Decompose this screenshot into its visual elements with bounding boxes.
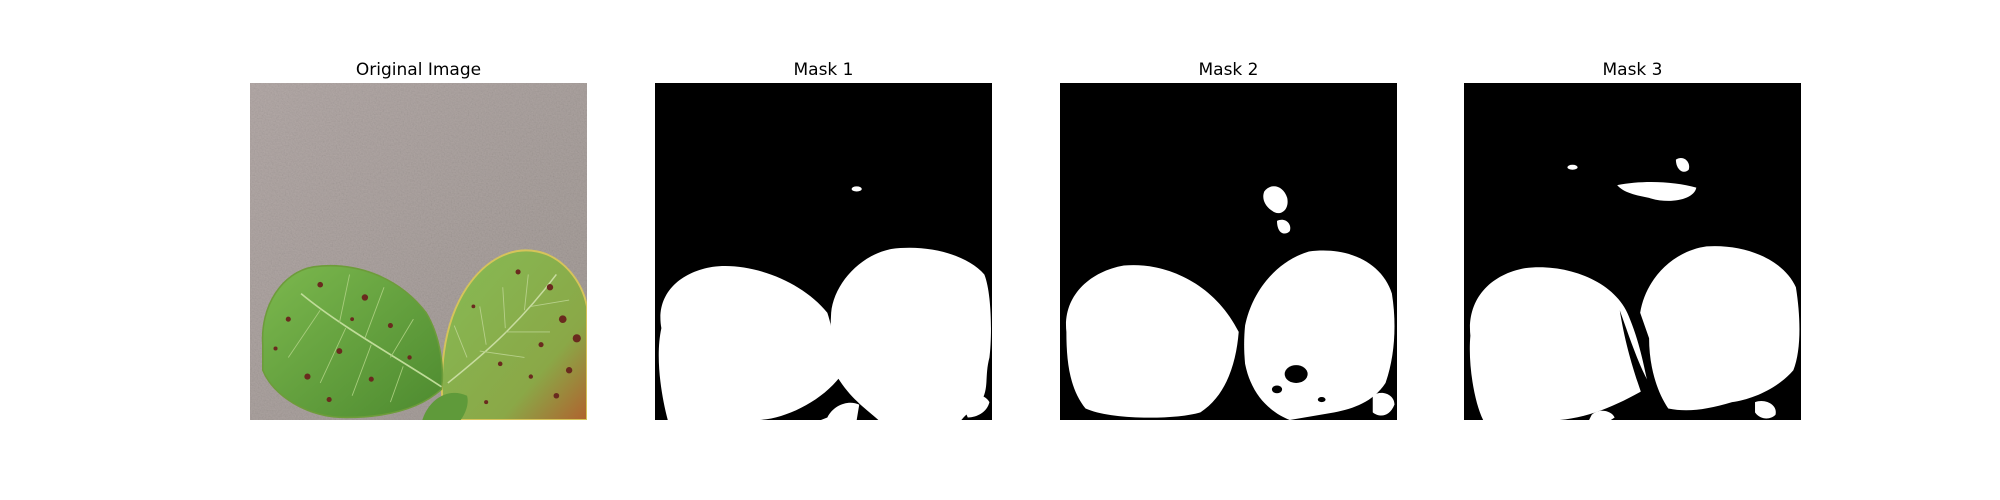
bottom-leaf-fragment bbox=[422, 392, 468, 420]
mask-2-holes bbox=[1271, 365, 1326, 403]
mask-2-foreground bbox=[1066, 186, 1395, 420]
panel-mask-2: Mask 2 bbox=[1060, 57, 1397, 420]
panel-title-mask-1: Mask 1 bbox=[793, 60, 854, 80]
mask-3-image bbox=[1464, 83, 1801, 420]
mask-3-foreground bbox=[1469, 157, 1800, 420]
right-leaf bbox=[440, 249, 587, 420]
panel-mask-3: Mask 3 bbox=[1464, 57, 1801, 420]
left-leaf bbox=[261, 265, 444, 419]
panel-title-mask-2: Mask 2 bbox=[1198, 60, 1259, 80]
panel-mask-1: Mask 1 bbox=[655, 57, 992, 420]
mask-1-image bbox=[655, 83, 992, 420]
original-image bbox=[250, 83, 587, 420]
panel-title-original: Original Image bbox=[355, 60, 482, 80]
panel-original-image: Original Image bbox=[250, 57, 587, 420]
mask-1-foreground bbox=[658, 186, 991, 420]
panel-title-mask-3: Mask 3 bbox=[1602, 60, 1663, 80]
mask-3-gap bbox=[1619, 310, 1655, 415]
mask-2-image bbox=[1060, 83, 1397, 420]
